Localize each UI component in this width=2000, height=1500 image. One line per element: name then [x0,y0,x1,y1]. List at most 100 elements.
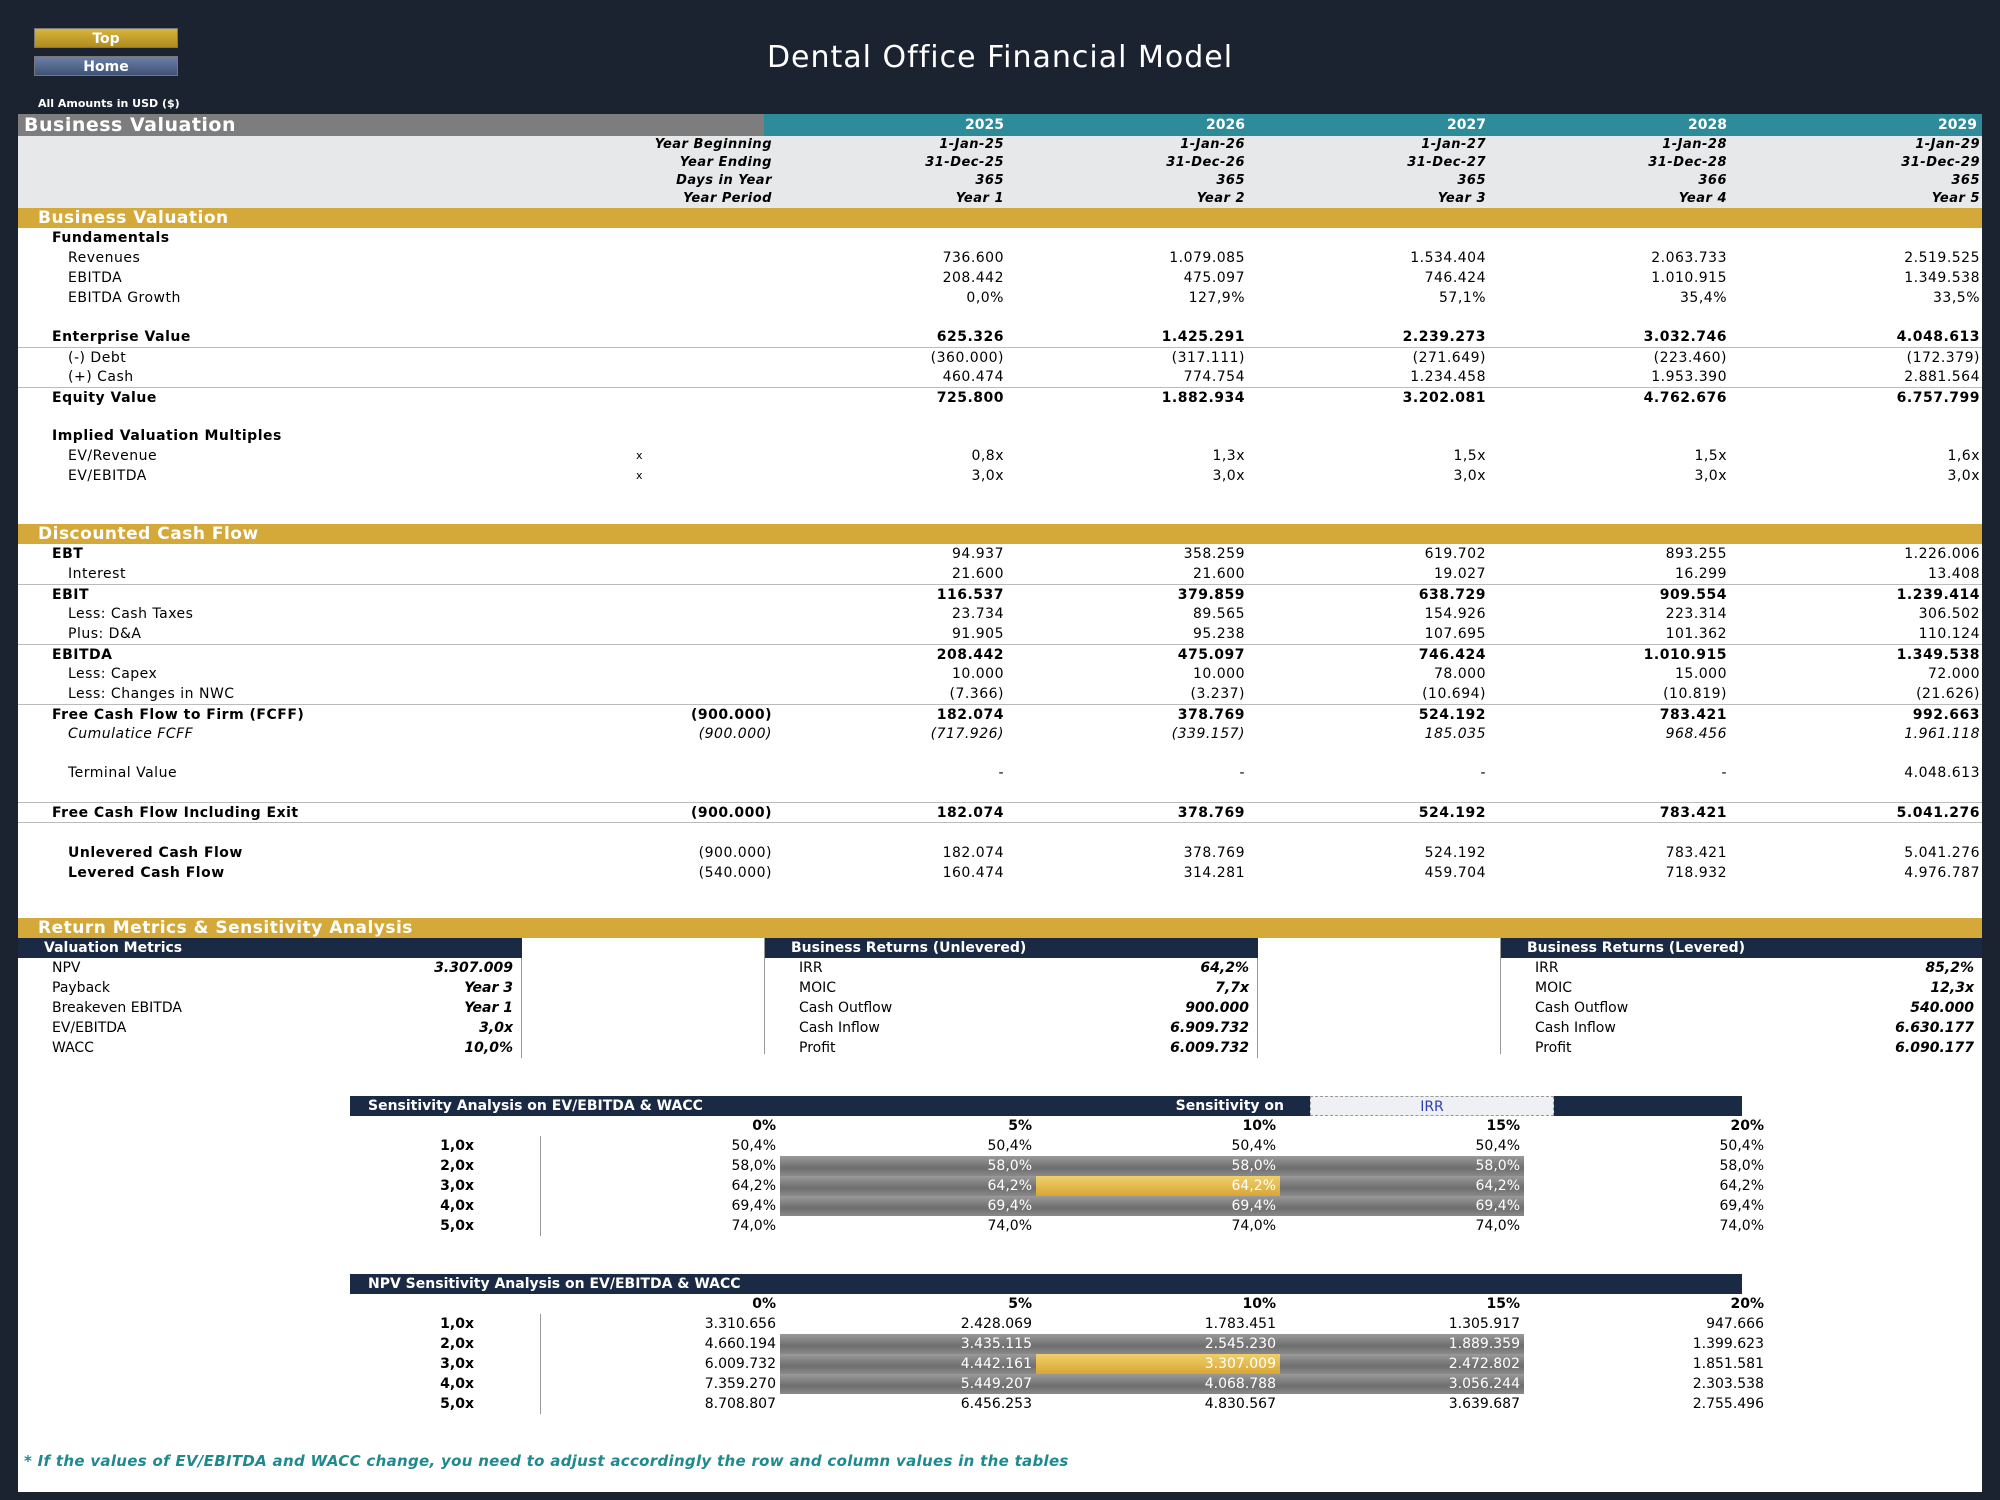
section-return-metrics: Return Metrics & Sensitivity Analysis [18,918,1982,938]
sensitivity-selector[interactable]: IRR [1310,1096,1554,1116]
cell: (360.000) [930,350,1004,366]
cell: 6.757.799 [1896,390,1980,406]
cell: (10.694) [1422,686,1486,702]
cell: 992.663 [1912,707,1980,723]
col-label: 0% [752,1118,776,1134]
metric-label: Cash Outflow [799,1000,893,1016]
row-label: Year Period [683,191,772,206]
cell: Year 4 [1678,191,1727,206]
row-ebt: EBT 94.937 358.259 619.702 893.255 1.226… [18,544,1982,564]
sens-row: 2,0x 4.660.194 3.435.115 2.545.230 1.889… [350,1334,1764,1354]
cell: (7.366) [949,686,1004,702]
cell: (900.000) [690,805,772,821]
cell: 306.502 [1918,606,1980,622]
metric-label: Cash Inflow [799,1020,880,1036]
metric-label: Cash Inflow [1535,1020,1616,1036]
row-label: 4,0x [440,1376,474,1392]
cell: 69,4% [1036,1196,1280,1216]
cell: 2.519.525 [1904,250,1980,266]
cell: 968.456 [1665,726,1727,742]
cell: 1.349.538 [1904,270,1980,286]
spreadsheet: Business Valuation 2025 2026 2027 2028 2… [18,114,1982,1492]
row-label: (+) Cash [68,369,134,385]
cell: 893.255 [1665,546,1727,562]
cell: 1.010.915 [1643,647,1727,663]
row-label: 4,0x [440,1198,474,1214]
row-ebitda: EBITDA 208.442 475.097 746.424 1.010.915… [18,268,1982,288]
cell: 6.009.732 [704,1356,776,1372]
cell: 182.074 [942,845,1004,861]
cell: 1.349.538 [1896,647,1980,663]
cell: 3,0x [1694,468,1727,484]
cell: 31-Dec-27 [1407,155,1486,170]
row-capex: Less: Capex 10.000 10.000 78.000 15.000 … [18,664,1982,684]
metric-row: Payback Year 3 [18,978,521,998]
cell: 1.783.451 [1204,1316,1276,1332]
row-revenues: Revenues 736.600 1.079.085 1.534.404 2.0… [18,248,1982,268]
row-label: Free Cash Flow Including Exit [52,805,299,821]
metric-row: MOIC 12,3x [1501,978,1982,998]
cell: (271.649) [1412,350,1486,366]
row-terminal-value: Terminal Value - - - - 4.048.613 [18,763,1982,783]
home-button[interactable]: Home [34,56,178,76]
cell: 524.192 [1424,845,1486,861]
row-cash: (+) Cash 460.474 774.754 1.234.458 1.953… [18,367,1982,387]
year-header: 2025 2026 2027 2028 2029 [764,114,1982,136]
row-label: Plus: D&A [68,626,142,642]
cell: 5.041.276 [1896,805,1980,821]
cell: 154.926 [1424,606,1486,622]
row-label: 1,0x [440,1316,474,1332]
cell: 1.010.915 [1651,270,1727,286]
year-col-2: 2026 [1206,117,1245,133]
cell: 58,0% [1719,1158,1764,1174]
metric-value: 10,0% [464,1040,513,1056]
metric-label: NPV [52,960,81,976]
metric-label: EV/EBITDA [52,1020,127,1036]
cell: 1.079.085 [1169,250,1245,266]
cell: 1,5x [1694,448,1727,464]
sens-row: 4,0x 7.359.270 5.449.207 4.068.788 3.056… [350,1374,1764,1394]
cell-highlighted: 64,2% [1036,1176,1280,1196]
row-label: Interest [68,566,126,582]
section-business-valuation: Business Valuation [18,208,1982,228]
cell: 91.905 [952,626,1004,642]
top-button[interactable]: Top [34,28,178,48]
cell: 378.769 [1183,845,1245,861]
cell: - [1480,765,1486,781]
cell: 1-Jan-27 [1421,137,1486,152]
multiples-heading: Implied Valuation Multiples [18,426,1982,446]
metric-value: 64,2% [1200,960,1249,976]
metric-row: EV/EBITDA 3,0x [18,1018,521,1038]
cell: 116.537 [936,587,1004,603]
cell: 1,6x [1947,448,1980,464]
cell: 3,0x [1212,468,1245,484]
cell: 78.000 [1434,666,1486,682]
cell: 1.234.458 [1410,369,1486,385]
metric-label: MOIC [1535,980,1573,996]
row-label: 5,0x [440,1396,474,1412]
cell: 31-Dec-26 [1166,155,1245,170]
cell: 31-Dec-25 [925,155,1004,170]
metric-row: Cash Outflow 540.000 [1501,998,1982,1018]
row-label: Levered Cash Flow [68,865,225,881]
row-cumulative-fcff: Cumulatice FCFF (900.000) (717.926) (339… [18,724,1982,744]
cell: 718.932 [1665,865,1727,881]
year-col-5: 2029 [1938,117,1977,133]
cell: 4.048.613 [1896,329,1980,345]
cell: 358.259 [1183,546,1245,562]
metric-label: Breakeven EBITDA [52,1000,182,1016]
sensitivity-on-label: Sensitivity on [1175,1098,1284,1114]
unit-marker: x [636,469,644,482]
npv-sensitivity-title: NPV Sensitivity Analysis on EV/EBITDA & … [368,1276,741,1292]
cell: 69,4% [731,1198,776,1214]
row-label: 2,0x [440,1336,474,1352]
cell: 21.600 [1193,566,1245,582]
row-label: EBIT [52,587,89,603]
row-label: Year Beginning [654,137,772,152]
metric-value: Year 1 [464,1000,513,1016]
cell: 95.238 [1193,626,1245,642]
cell: 619.702 [1424,546,1486,562]
cell: 50,4% [731,1138,776,1154]
metric-value: 6.630.177 [1895,1020,1974,1036]
cell: 783.421 [1659,805,1727,821]
